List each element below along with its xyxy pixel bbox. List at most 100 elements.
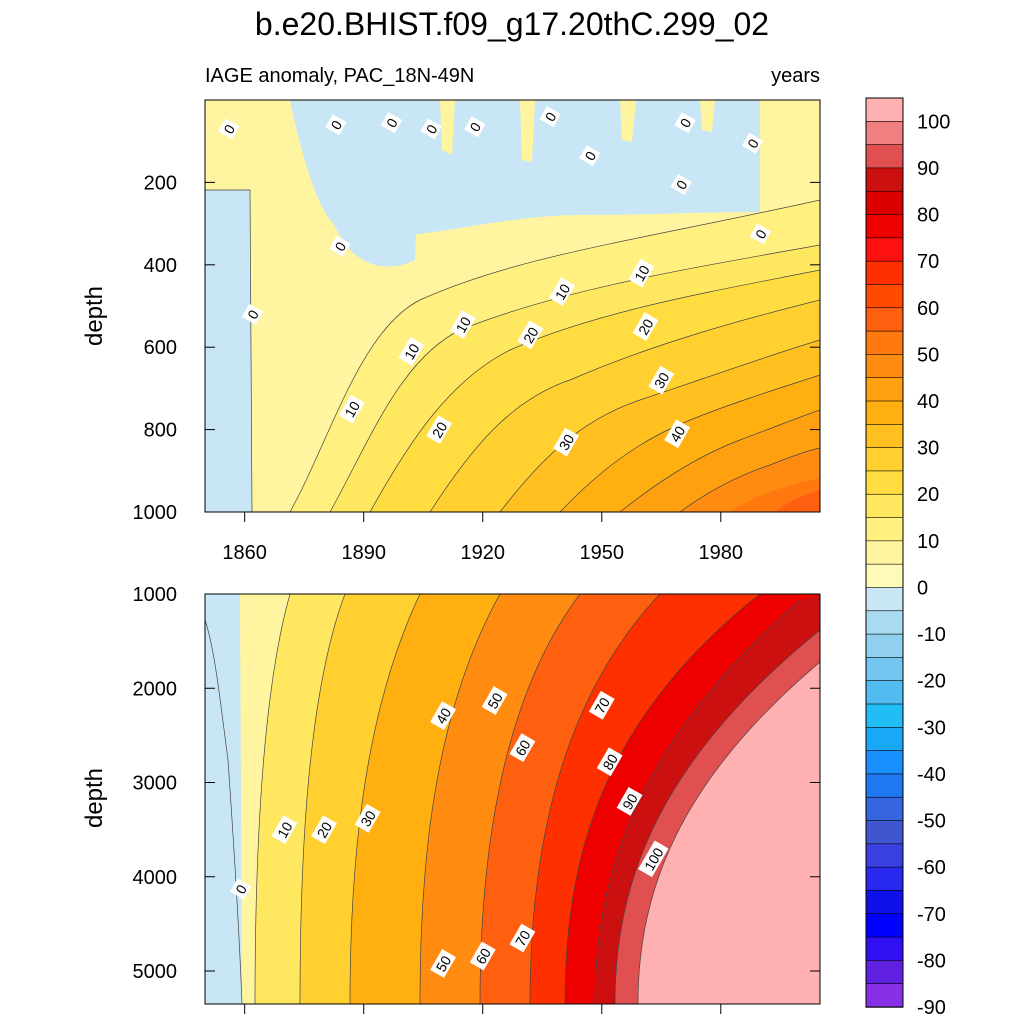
colorbar-swatch-36 xyxy=(865,936,904,962)
svg-text:30: 30 xyxy=(651,369,673,391)
upper-plot-frame xyxy=(204,99,821,513)
colorbar-label-19: -90 xyxy=(917,997,946,1019)
colorbar-swatch-13 xyxy=(865,400,904,426)
upper-contour-label-5: 0 xyxy=(539,105,561,127)
chart-subtitle-right: years xyxy=(771,65,820,87)
lower-contour-label-6: 60 xyxy=(509,733,536,763)
colorbar-label-15: -50 xyxy=(917,811,946,833)
colorbar-label-14: -40 xyxy=(917,764,946,786)
colorbar-swatch-2 xyxy=(865,144,904,169)
lower-ytick-label-3: 4000 xyxy=(133,867,178,889)
lower-ytick-label-4: 5000 xyxy=(133,961,178,983)
svg-text:10: 10 xyxy=(341,398,363,420)
svg-text:20: 20 xyxy=(429,419,451,441)
upper-contour-label-6: 0 xyxy=(579,145,601,167)
upper-contour-label-20: 20 xyxy=(426,415,453,444)
upper-ytick-label-4: 1000 xyxy=(133,502,178,524)
upper-xtick-label-2: 1920 xyxy=(460,542,505,564)
upper-contour-label-4: 0 xyxy=(464,116,486,138)
colorbar-swatch-33 xyxy=(865,866,904,892)
colorbar-label-10: 0 xyxy=(917,577,928,599)
upper-xtick-label-4: 1980 xyxy=(699,542,744,564)
colorbar-swatch-30 xyxy=(865,796,904,822)
upper-contour-label-19: 20 xyxy=(632,312,659,341)
colorbar-label-4: 60 xyxy=(917,298,939,320)
svg-text:90: 90 xyxy=(619,791,641,813)
colorbar-swatch-9 xyxy=(865,307,904,332)
colorbar-swatch-18 xyxy=(865,517,904,542)
lower-y-axis-label: depth xyxy=(81,768,108,828)
lower-heatmap xyxy=(205,594,820,1004)
svg-text:70: 70 xyxy=(591,695,613,717)
colorbar-swatch-28 xyxy=(865,750,904,775)
colorbar-swatch-7 xyxy=(865,260,904,286)
colorbar-label-11: -10 xyxy=(917,624,946,646)
upper-x-axis: 1860 1890 1920 1950 1980 xyxy=(222,512,743,564)
lower-y-axis: 1000 2000 3000 4000 5000 xyxy=(133,584,820,983)
colorbar-label-2: 80 xyxy=(917,205,939,227)
svg-text:70: 70 xyxy=(512,927,534,949)
lower-contour-label-3: 30 xyxy=(354,803,381,833)
svg-text:10: 10 xyxy=(274,819,296,841)
colorbar-swatch-35 xyxy=(865,913,904,938)
svg-text:60: 60 xyxy=(512,737,534,759)
colorbar-label-16: -60 xyxy=(917,857,946,879)
colorbar-swatch-12 xyxy=(865,377,904,402)
upper-contour-label-8: 0 xyxy=(741,132,764,154)
colorbar-swatch-23 xyxy=(865,633,904,659)
svg-text:30: 30 xyxy=(556,431,578,453)
svg-text:20: 20 xyxy=(635,316,657,338)
lower-panel: 1000 2000 3000 4000 5000 0 10 20 30 40 50 60 70 80 90… xyxy=(81,584,821,1014)
colorbar-swatch-0 xyxy=(865,97,904,123)
lower-contour-label-7: 70 xyxy=(588,690,615,720)
lower-ytick-label-2: 3000 xyxy=(133,773,178,795)
colorbar-swatch-5 xyxy=(865,214,904,239)
colorbar-swatch-6 xyxy=(865,237,904,262)
upper-contour-label-17: 10 xyxy=(338,394,365,424)
colorbar-label-12: -20 xyxy=(917,671,946,693)
lower-contour-label-5: 50 xyxy=(481,686,508,715)
colorbar-swatch-16 xyxy=(865,470,904,495)
svg-text:10: 10 xyxy=(631,262,653,284)
svg-text:20: 20 xyxy=(520,324,542,346)
chart-title: b.e20.BHIST.f09_g17.20thC.299_02 xyxy=(255,6,769,42)
svg-text:40: 40 xyxy=(433,705,455,727)
colorbar-swatch-15 xyxy=(865,447,904,472)
upper-contour-label-18: 20 xyxy=(517,320,544,350)
upper-contour-label-22: 30 xyxy=(553,427,579,457)
colorbar-label-13: -30 xyxy=(917,717,946,739)
svg-text:10: 10 xyxy=(401,341,423,363)
upper-ytick-label-3: 800 xyxy=(144,420,177,442)
colorbar-swatch-29 xyxy=(865,773,904,798)
upper-contour-label-23: 40 xyxy=(664,419,691,449)
lower-ytick-label-1: 2000 xyxy=(133,678,178,700)
svg-text:40: 40 xyxy=(667,423,689,445)
lower-contour-label-0: 0 xyxy=(230,878,252,900)
colorbar-swatch-10 xyxy=(865,330,904,356)
svg-text:50: 50 xyxy=(433,953,455,975)
upper-contour-label-15: 10 xyxy=(449,310,476,339)
colorbar-swatch-22 xyxy=(865,610,904,635)
upper-contour-label-13: 10 xyxy=(628,258,655,288)
svg-text:20: 20 xyxy=(314,819,336,841)
upper-heatmap xyxy=(205,100,820,512)
upper-contour-label-10: 0 xyxy=(329,235,351,257)
svg-text:10: 10 xyxy=(453,314,475,336)
svg-text:60: 60 xyxy=(472,945,494,967)
lower-contour-label-13: 70 xyxy=(509,923,536,953)
colorbar-swatch-38 xyxy=(865,983,904,1008)
colorbar-label-7: 30 xyxy=(917,438,939,460)
upper-contour-label-2: 0 xyxy=(380,112,403,134)
svg-text:80: 80 xyxy=(599,751,621,773)
upper-contour-label-7: 0 xyxy=(674,112,696,134)
colorbar-label-17: -70 xyxy=(917,904,946,926)
colorbar-swatch-11 xyxy=(865,354,904,379)
upper-contour-label-3: 0 xyxy=(420,118,442,140)
lower-contour-label-11: 50 xyxy=(430,949,456,978)
upper-contour-label-14: 10 xyxy=(549,277,576,306)
colorbar-swatch-25 xyxy=(865,680,904,705)
colorbar-swatch-26 xyxy=(865,703,904,729)
